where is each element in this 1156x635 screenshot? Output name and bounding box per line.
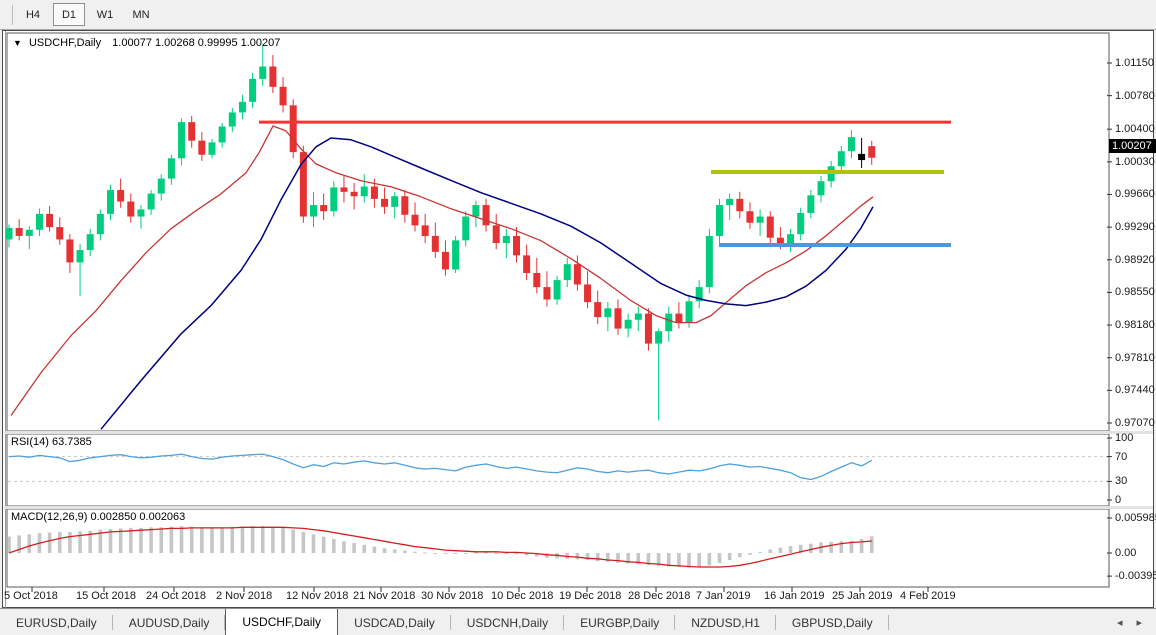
- chart-window: ▼ USDCHF,Daily 1.00077 1.00268 0.99995 1…: [2, 30, 1156, 609]
- current-price-badge: 1.00207: [1109, 139, 1156, 154]
- price-axis-label: 0.97440: [1115, 384, 1155, 397]
- window-edge-divider: [5, 31, 6, 609]
- date-axis-label: 21 Nov 2018: [353, 590, 416, 602]
- price-axis-label: 1.01150: [1115, 57, 1154, 69]
- chart-ohlc-values: 1.00077 1.00268 0.99995 1.00207: [112, 37, 281, 49]
- date-axis-label: 15 Oct 2018: [76, 590, 136, 602]
- tab-scroll-left-icon[interactable]: ◂: [1116, 617, 1123, 629]
- date-axis-label: 24 Oct 2018: [146, 590, 206, 602]
- timeframe-toolbar: H4 D1 W1 MN: [0, 0, 1156, 30]
- date-axis-label: 10 Dec 2018: [491, 590, 554, 602]
- tab-scroll-right-icon[interactable]: ▸: [1136, 617, 1142, 629]
- tab-divider: [449, 615, 451, 630]
- candlestick-chart[interactable]: [3, 31, 1153, 607]
- rsi-axis-label: 0: [1115, 494, 1122, 506]
- timeframe-button-W1[interactable]: W1: [96, 8, 114, 21]
- symbol-tabbar: EURUSD,Daily AUDUSD,Daily USDCHF,Daily USDC…: [0, 608, 1156, 635]
- date-axis-label: 12 Nov 2018: [286, 590, 349, 602]
- rsi-axis-label: 70: [1115, 450, 1128, 463]
- macd-axis-label: -0.003954: [1115, 570, 1156, 583]
- date-axis-label: 16 Jan 2019: [764, 590, 825, 602]
- timeframe-button-partial[interactable]: [2, 4, 13, 25]
- symbol-tab-USDCHF[interactable]: USDCHF,Daily: [225, 609, 339, 635]
- macd-axis-label: 0.00: [1115, 547, 1137, 559]
- price-axis-label: 1.00400: [1115, 123, 1155, 136]
- tab-scroll-controls: ◂ ▸: [1117, 609, 1156, 635]
- symbol-tab-USDCNH[interactable]: USDCNH,Daily: [451, 609, 565, 635]
- price-axis-label: 0.99290: [1115, 221, 1155, 234]
- symbol-tab-AUDUSD[interactable]: AUDUSD,Daily: [113, 609, 226, 635]
- price-axis-label: 0.98920: [1115, 253, 1155, 266]
- panel-splitter-rsi[interactable]: [4, 431, 1153, 434]
- symbol-tab-NZDUSD[interactable]: NZDUSD,H1: [675, 609, 776, 635]
- macd-indicator-label: MACD(12,26,9) 0.002850 0.002063: [11, 511, 186, 523]
- chart-title: ▼ USDCHF,Daily 1.00077 1.00268 0.99995 1…: [13, 37, 280, 49]
- date-axis-label: 25 Jan 2019: [832, 590, 893, 602]
- price-axis-label: 0.97810: [1115, 351, 1155, 364]
- chart-symbol-label: USDCHF,Daily: [28, 37, 102, 49]
- tab-divider: [674, 615, 676, 630]
- timeframe-button-MN[interactable]: MN: [132, 8, 150, 21]
- rsi-axis-label: 100: [1115, 432, 1134, 444]
- tab-divider: [563, 615, 565, 630]
- price-axis-label: 0.98180: [1115, 319, 1155, 332]
- price-axis-label: 0.98550: [1115, 286, 1155, 299]
- symbol-tab-EURGBP[interactable]: EURGBP,Daily: [564, 609, 676, 635]
- symbol-dropdown-icon[interactable]: ▼: [13, 38, 22, 48]
- price-axis-label: 0.97070: [1115, 416, 1155, 429]
- timeframe-button-H4[interactable]: H4: [25, 8, 41, 21]
- tab-divider: [224, 615, 226, 630]
- macd-axis-label: 0.005985: [1115, 511, 1156, 524]
- tab-divider: [111, 615, 113, 630]
- panel-splitter-macd[interactable]: [4, 506, 1153, 509]
- symbol-tab-EURUSD[interactable]: EURUSD,Daily: [0, 609, 113, 635]
- date-axis-label: 5 Oct 2018: [4, 590, 58, 602]
- tab-divider: [774, 615, 776, 630]
- date-axis-label: 19 Dec 2018: [559, 590, 622, 602]
- price-axis-label: 0.99660: [1115, 188, 1155, 201]
- rsi-indicator-label: RSI(14) 63.7385: [11, 436, 92, 448]
- tab-divider: [887, 615, 889, 630]
- symbol-tab-GBPUSD[interactable]: GBPUSD,Daily: [776, 609, 889, 635]
- date-axis-label: 4 Feb 2019: [900, 590, 956, 602]
- date-axis-label: 28 Dec 2018: [628, 590, 691, 602]
- price-axis-label: 1.00030: [1115, 155, 1155, 168]
- symbol-tab-USDCAD[interactable]: USDCAD,Daily: [338, 609, 451, 635]
- price-axis-label: 1.00780: [1115, 89, 1155, 102]
- date-axis-label: 7 Jan 2019: [696, 590, 751, 602]
- date-axis-label: 30 Nov 2018: [421, 590, 484, 602]
- date-axis-label: 2 Nov 2018: [216, 590, 273, 602]
- rsi-axis-label: 30: [1115, 475, 1128, 488]
- timeframe-buttons: H4 D1 W1 MN: [13, 3, 157, 26]
- timeframe-button-D1[interactable]: D1: [53, 3, 85, 26]
